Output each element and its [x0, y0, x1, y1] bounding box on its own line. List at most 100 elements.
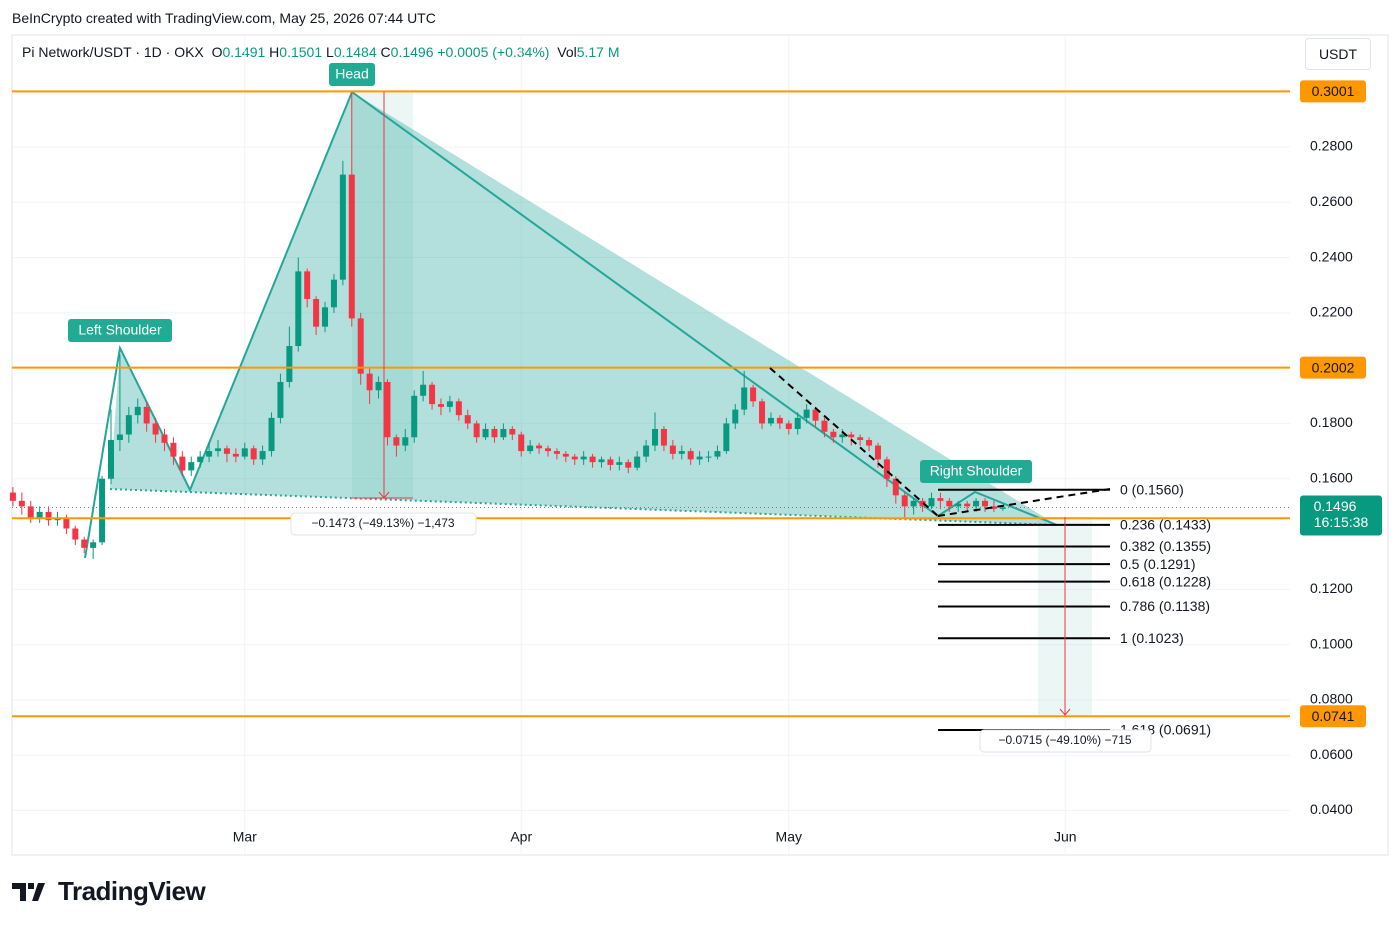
pattern-fill [110, 92, 1057, 525]
y-tick-label: 0.1800 [1310, 414, 1353, 430]
candle-body [714, 451, 721, 457]
currency-button[interactable]: USDT [1305, 38, 1371, 70]
candle-body [678, 451, 685, 454]
chart: 0 (0.1560) 0.236 (0.1433) 0.382 (0.1355) 0.… [9, 34, 1389, 856]
candle-body [866, 440, 873, 446]
candle-body [821, 420, 828, 432]
header: BeInCrypto created with TradingView.com,… [12, 10, 436, 26]
y-tick-label: 0.2600 [1310, 193, 1353, 209]
candle-body [759, 401, 766, 424]
candle-body [660, 428, 667, 446]
candle-body [607, 459, 614, 465]
candle-body [687, 451, 694, 460]
candle-body [286, 346, 293, 382]
trend-line [769, 367, 939, 517]
x-tick-label: Apr [510, 829, 532, 845]
countdown-label: 16:15:38 [1314, 514, 1369, 530]
current-price-box [1300, 495, 1382, 536]
fib-label: 0.236 (0.1433) [1120, 517, 1211, 533]
candle-body [446, 401, 453, 407]
candle-body [357, 318, 364, 374]
candle-body [491, 428, 498, 438]
candle-body [437, 404, 444, 407]
legend-value: 0.1501 [279, 44, 323, 60]
candle-body [652, 428, 659, 446]
candle-body [429, 384, 436, 405]
candle-body [170, 442, 177, 457]
candle-body [500, 428, 507, 438]
right-shoulder-label: Right Shoulder [930, 463, 1023, 479]
candle-body [518, 434, 525, 452]
candle-body [696, 456, 703, 460]
candle-body [705, 456, 712, 458]
candle-body [937, 498, 944, 501]
candle-body [634, 456, 641, 468]
candle-body [812, 409, 819, 421]
candle-body [973, 500, 980, 507]
candle-body [981, 500, 988, 507]
candle-body [134, 406, 141, 416]
candle-body [81, 539, 88, 548]
candle-body [250, 448, 257, 460]
candle-body [892, 478, 899, 496]
candle-body [18, 500, 25, 507]
candle-body [215, 448, 222, 452]
candle-body [295, 271, 302, 347]
candle-body [589, 456, 596, 463]
candle-body [277, 381, 284, 418]
arrow-head [1059, 708, 1071, 716]
candle-body [509, 428, 516, 435]
candle-body [527, 445, 534, 452]
candle-body [776, 417, 783, 424]
legend-symbol: Pi Network/USDT · 1D · OKX [22, 44, 204, 60]
candle-body [955, 503, 962, 507]
candle-body [375, 381, 382, 391]
candle-body [669, 445, 676, 454]
candle-body [741, 387, 748, 410]
candle-body [420, 384, 427, 396]
legend: Pi Network/USDT · 1D · OKX O 0.1491 H 0.15… [22, 44, 620, 60]
candle-body [36, 511, 43, 518]
candle-body [750, 387, 757, 402]
candle-body [330, 279, 337, 308]
candle-body [883, 459, 890, 479]
legend-key: Vol [557, 44, 577, 60]
y-tick-label: 0.2400 [1310, 248, 1353, 264]
candle-body [366, 373, 373, 391]
x-tick-label: Mar [233, 829, 257, 845]
candle-body [223, 448, 230, 454]
candle-body [339, 174, 346, 280]
label-box [68, 319, 172, 342]
candle-body [732, 409, 739, 424]
current-price-label: 0.1496 [1314, 498, 1357, 514]
candle-body [901, 495, 908, 507]
head-label: Head [335, 66, 368, 82]
logo-icon [12, 882, 45, 901]
price-label-box [1300, 356, 1366, 379]
legend-key: H [269, 44, 280, 60]
logo-text: TradingView [58, 876, 206, 906]
candle-body [580, 456, 587, 460]
candle-body [197, 456, 204, 463]
candle-body [625, 462, 632, 468]
candle-body [616, 462, 623, 465]
candle-body [946, 500, 953, 507]
legend-value: 5.17 M [576, 44, 620, 60]
target-measure-label: −0.0715 (−49.10%) −715 [998, 733, 1131, 747]
arrow-head [378, 491, 390, 499]
legend-value: 0.1496 [390, 44, 434, 60]
candle-body [464, 415, 471, 424]
candle-body [107, 440, 114, 479]
candle-body [179, 456, 186, 471]
candle-body [393, 437, 400, 446]
candle-body [411, 395, 418, 438]
x-tick-label: May [776, 829, 802, 845]
fib-label: 0.5 (0.1291) [1120, 556, 1196, 572]
y-tick-label: 0.2200 [1310, 304, 1353, 320]
left-shoulder-label: Left Shoulder [78, 322, 162, 338]
head-measure-label: −0.1473 (−49.13%) −1,473 [311, 516, 454, 530]
candle-body [348, 174, 355, 319]
candle-body [473, 423, 480, 438]
candle-body [90, 542, 97, 548]
